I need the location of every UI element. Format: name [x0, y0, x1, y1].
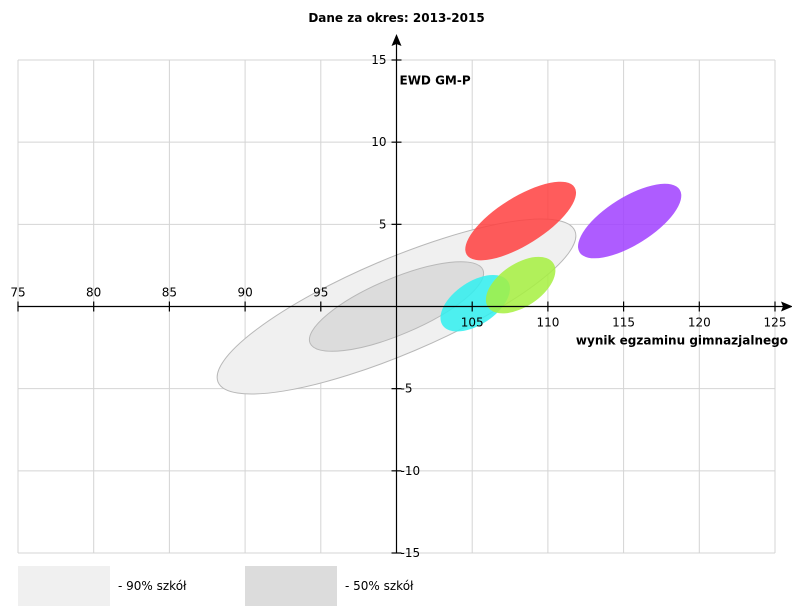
- y-tick-label: 15: [371, 53, 386, 67]
- legend-item-90: - 90% szkół: [18, 566, 186, 606]
- series-ellipse: [578, 183, 682, 259]
- x-axis-label: wynik egzaminu gimnazjalnego: [576, 334, 788, 348]
- x-tick-label: 115: [612, 316, 635, 330]
- y-axis-arrow: [391, 34, 402, 46]
- legend-label-90: - 90% szkół: [118, 579, 187, 593]
- legend-item-50: - 50% szkół: [245, 566, 413, 606]
- series-ellipse: [465, 181, 577, 261]
- y-tick-label: 5: [379, 217, 387, 231]
- y-tick-label: -10: [401, 464, 421, 478]
- x-tick-label: 85: [162, 286, 177, 300]
- x-tick-label: 125: [764, 316, 787, 330]
- x-tick-label: 105: [461, 316, 484, 330]
- series-ellipse: [485, 256, 556, 314]
- chart-title: Dane za okres: 2013-2015: [308, 11, 484, 25]
- x-tick-label: 95: [313, 286, 328, 300]
- x-tick-label: 120: [688, 316, 711, 330]
- x-tick-label: 90: [237, 286, 252, 300]
- x-tick-label: 110: [536, 316, 559, 330]
- y-tick-label: 10: [371, 135, 386, 149]
- legend-swatch-90: [18, 566, 110, 606]
- legend-label-50: - 50% szkół: [345, 579, 414, 593]
- x-tick-label: 80: [86, 286, 101, 300]
- y-tick-label: -15: [401, 546, 421, 560]
- legend-swatch-50: [245, 566, 337, 606]
- y-axis-label: EWD GM-P: [400, 74, 471, 88]
- y-tick-label: -5: [401, 382, 413, 396]
- x-axis-arrow: [781, 301, 792, 312]
- x-tick-label: 75: [10, 286, 25, 300]
